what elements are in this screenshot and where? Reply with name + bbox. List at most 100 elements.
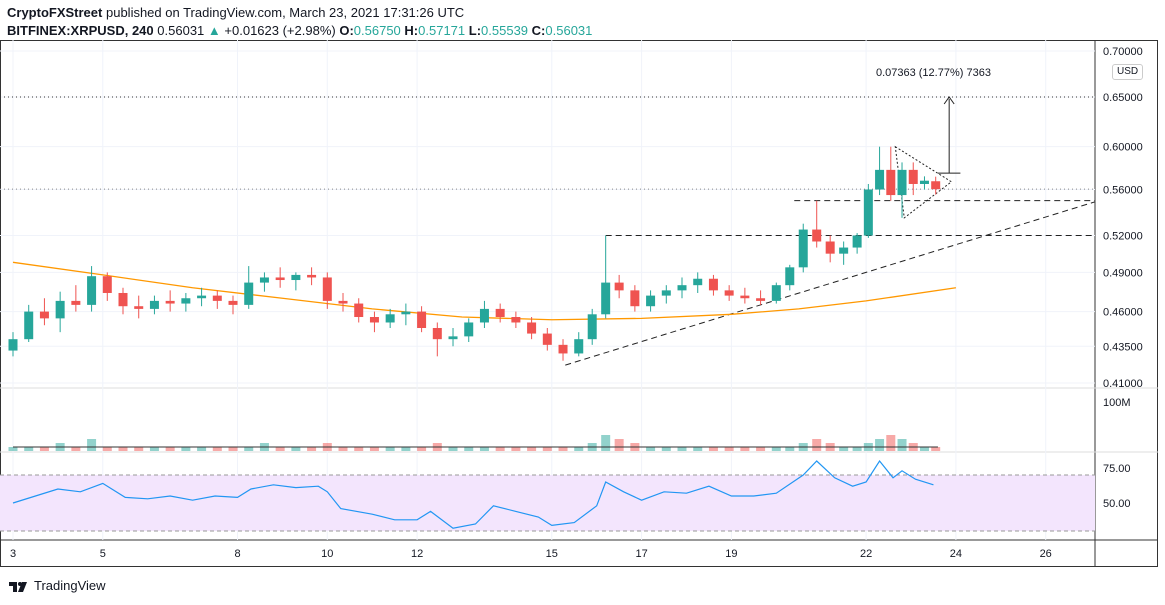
volume-bar	[118, 447, 128, 451]
volume-bar	[724, 447, 734, 451]
candle-body	[181, 298, 191, 304]
candle-body	[693, 278, 703, 286]
volume-bar	[354, 447, 364, 451]
x-tick-label: 15	[546, 548, 558, 560]
volume-bar	[574, 447, 584, 451]
candle-body	[259, 277, 269, 283]
candle-body	[354, 303, 364, 318]
y-tick-label: 0.49000	[1103, 267, 1143, 279]
volume-bar	[812, 439, 822, 451]
candle-body	[601, 282, 611, 315]
volume-bar	[919, 447, 929, 451]
volume-bar	[558, 447, 568, 451]
y-tick-label: 0.56000	[1103, 185, 1143, 197]
volume-bar	[24, 447, 34, 451]
high-value: 0.57171	[418, 23, 466, 38]
candle-body	[825, 241, 835, 254]
x-tick-label: 26	[1040, 548, 1052, 560]
candle-body	[558, 344, 568, 354]
volume-bar	[785, 447, 795, 451]
rsi-tick-label: 75.00	[1103, 463, 1131, 475]
volume-bar	[646, 447, 656, 451]
x-tick-label: 8	[234, 548, 240, 560]
volume-bar	[756, 447, 766, 451]
candle-body	[24, 311, 34, 340]
candle-body	[812, 229, 822, 242]
tradingview-logo[interactable]: TradingView	[8, 578, 106, 593]
x-tick-label: 12	[411, 548, 423, 560]
volume-bar	[464, 447, 474, 451]
volume-bar	[542, 447, 552, 451]
volume-bar	[448, 447, 458, 451]
high-label: H:	[404, 23, 419, 38]
candle-body	[875, 169, 885, 190]
volume-bar	[102, 447, 112, 451]
symbol: BITFINEX:XRPUSD, 240	[7, 23, 154, 38]
candle-body	[401, 311, 411, 315]
candle-body	[118, 292, 128, 307]
volume-bar	[401, 447, 411, 451]
candle-body	[708, 278, 718, 291]
candle-body	[574, 339, 584, 354]
tradingview-logo-icon	[9, 581, 27, 592]
x-tick-label: 17	[635, 548, 647, 560]
candle-body	[587, 314, 597, 340]
candle-body	[464, 322, 474, 337]
x-tick-label: 19	[725, 548, 737, 560]
candle-body	[661, 290, 671, 296]
volume-bar	[197, 447, 207, 451]
last-price: 0.56031	[157, 23, 205, 38]
candle-body	[87, 276, 97, 305]
y-tick-label: 0.43500	[1103, 341, 1143, 353]
volume-bar	[181, 447, 191, 451]
candle-body	[542, 333, 552, 345]
open-label: O:	[339, 23, 354, 38]
measure-label: 0.07363 (12.77%) 7363	[876, 67, 991, 79]
volume-tick-label: 100M	[1103, 397, 1131, 409]
volume-bar	[134, 447, 144, 451]
y-tick-label: 0.60000	[1103, 142, 1143, 154]
rsi-tick-label: 50.00	[1103, 498, 1131, 510]
x-tick-label: 24	[950, 548, 962, 560]
candle-body	[165, 300, 175, 304]
currency-button[interactable]: USD	[1112, 64, 1144, 80]
close-label: C:	[531, 23, 546, 38]
candle-body	[39, 311, 49, 319]
volume-bar	[852, 447, 862, 451]
y-tick-label: 0.52000	[1103, 230, 1143, 242]
volume-bar	[71, 447, 81, 451]
moving-average-line	[12, 261, 956, 321]
volume-bar	[479, 447, 489, 451]
candle-body	[511, 317, 521, 323]
candle-body	[863, 189, 873, 236]
candle-body	[897, 169, 907, 196]
candle-body	[646, 295, 656, 307]
x-tick-label: 10	[321, 548, 333, 560]
volume-bar	[338, 447, 348, 451]
volume-bar	[886, 435, 896, 451]
volume-bar	[87, 439, 97, 451]
rsi-band	[0, 475, 1095, 531]
volume-bar	[212, 447, 222, 451]
volume-bar	[614, 439, 624, 451]
x-tick-label: 5	[100, 548, 106, 560]
candle-body	[527, 322, 537, 334]
volume-bar	[369, 447, 379, 451]
volume-bar	[228, 447, 238, 451]
volume-bar	[601, 435, 611, 451]
candle-body	[417, 311, 427, 328]
candle-body	[630, 290, 640, 307]
candle-body	[275, 277, 285, 281]
candle-body	[322, 277, 332, 301]
y-tick-label: 0.46000	[1103, 307, 1143, 319]
candle-body	[931, 181, 941, 190]
brand-name: TradingView	[34, 578, 106, 593]
volume-bar	[275, 447, 285, 451]
candle-body	[71, 300, 81, 305]
volume-bar	[875, 439, 885, 451]
candle-body	[852, 235, 862, 248]
up-arrow-icon: ▲	[207, 23, 221, 38]
candle-body	[307, 274, 317, 278]
volume-bar	[740, 447, 750, 451]
